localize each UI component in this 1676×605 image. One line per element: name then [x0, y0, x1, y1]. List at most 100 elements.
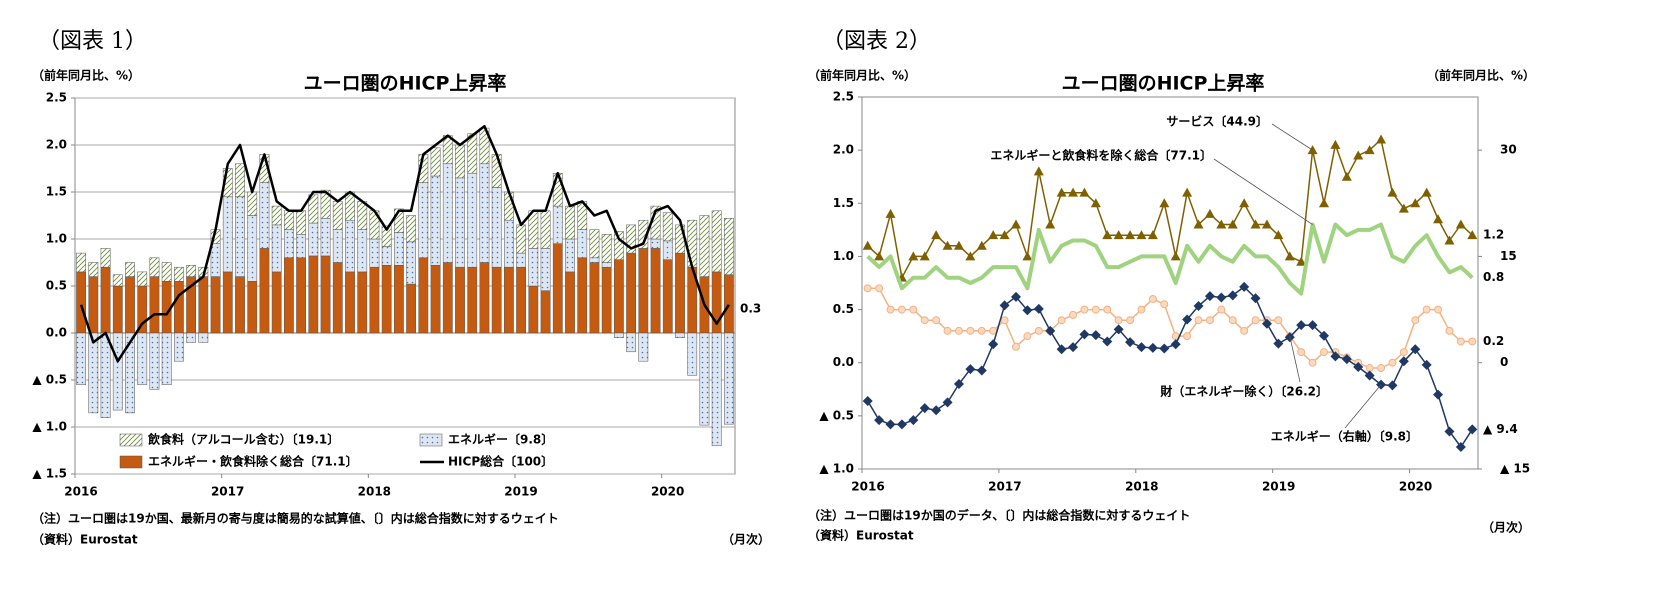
bar [491, 154, 502, 188]
bar [711, 210, 722, 273]
line [867, 138, 1473, 279]
bar [638, 332, 649, 362]
marker [874, 251, 885, 261]
bar [296, 210, 307, 235]
bar [406, 215, 417, 243]
marker [1376, 134, 1387, 144]
bar [601, 262, 612, 268]
marker [1182, 187, 1193, 197]
bar [186, 265, 197, 277]
bar [320, 189, 331, 219]
bar [283, 257, 294, 334]
bar [577, 257, 588, 334]
marker [1227, 290, 1238, 301]
marker [1022, 251, 1033, 261]
bar [662, 259, 673, 334]
bar [723, 274, 734, 334]
bar [76, 252, 87, 273]
marker [1069, 310, 1078, 319]
bar [332, 201, 343, 230]
bar [125, 262, 135, 277]
leader-line [1271, 123, 1313, 151]
bar [528, 248, 539, 287]
marker [942, 397, 953, 408]
bar [125, 332, 135, 414]
marker [1160, 300, 1169, 309]
marker [1136, 230, 1147, 240]
marker [1398, 356, 1409, 367]
y2-tick-label: ▲ 15 [1500, 462, 1530, 476]
marker [1444, 426, 1455, 437]
bar [137, 285, 148, 334]
y-tick-label: ▲ 1.0 [819, 462, 854, 476]
line [866, 222, 1474, 296]
marker [1159, 198, 1170, 208]
bar [149, 276, 160, 334]
bar [430, 147, 441, 177]
bar [173, 266, 184, 282]
bar [516, 266, 527, 334]
bar [247, 215, 258, 282]
marker [1227, 219, 1238, 229]
source: （資料）Eurostat [32, 532, 138, 547]
bar [565, 238, 575, 273]
marker [1240, 326, 1249, 335]
marker [1102, 336, 1113, 347]
marker [1228, 316, 1237, 325]
marker [863, 284, 872, 293]
marker [966, 326, 975, 335]
value-label: 1.2 [1483, 228, 1504, 242]
marker [1433, 214, 1444, 224]
bar [577, 229, 588, 259]
bar [149, 257, 160, 277]
bar [675, 252, 685, 334]
marker [1274, 316, 1283, 325]
value-label: 0.3 [740, 301, 761, 315]
bar [271, 205, 282, 226]
marker [1296, 320, 1307, 331]
marker [1012, 342, 1020, 351]
bar [161, 262, 172, 282]
marker [1126, 316, 1135, 325]
marker [1353, 361, 1364, 372]
x-tick-label: 2018 [1125, 480, 1158, 494]
bar [613, 259, 624, 334]
marker [1421, 359, 1432, 370]
bar [173, 332, 184, 362]
bar [479, 163, 490, 263]
marker [1387, 187, 1398, 197]
y-tick-label: 2.5 [46, 91, 67, 105]
bar [76, 271, 87, 334]
bar [137, 271, 148, 287]
bar [626, 252, 637, 334]
marker [1170, 339, 1181, 350]
bar [442, 163, 453, 263]
bar [589, 257, 600, 263]
bar [393, 265, 404, 334]
marker [988, 339, 999, 350]
marker [908, 415, 919, 426]
bar [100, 332, 111, 418]
marker [1433, 389, 1444, 400]
marker [1273, 338, 1284, 349]
bar [235, 196, 245, 277]
marker [1284, 251, 1295, 261]
marker [1307, 145, 1318, 155]
marker [1353, 150, 1364, 160]
chart-title: ユーロ圏のHICP上昇率 [304, 72, 507, 95]
y-tick-label: 2.0 [833, 143, 854, 157]
bar [540, 248, 551, 291]
bar [308, 194, 319, 224]
bar [467, 266, 478, 334]
marker [1239, 281, 1250, 292]
bar [381, 265, 392, 334]
bar [687, 219, 698, 268]
marker [1307, 320, 1318, 331]
bar [455, 177, 465, 268]
marker [1364, 370, 1375, 381]
legend-swatch [419, 433, 443, 447]
marker [1273, 230, 1284, 240]
bar [699, 332, 710, 426]
y-axis-label: （前年同月比、%） [32, 68, 140, 83]
